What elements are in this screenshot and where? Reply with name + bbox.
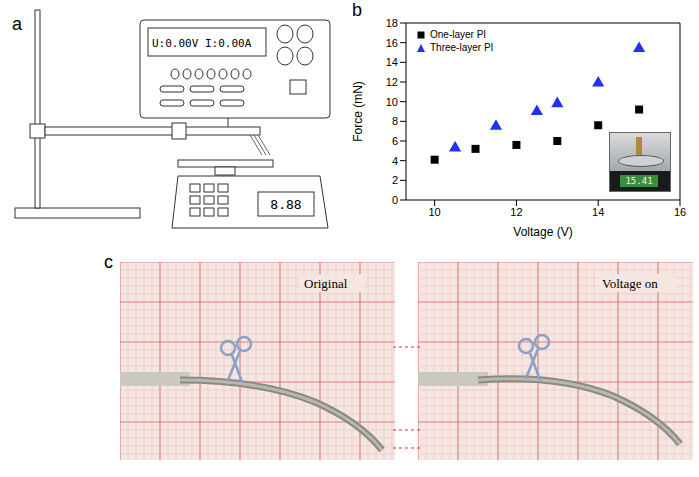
html-text:Three-layer PI: Three-layer PI bbox=[430, 42, 494, 53]
svg-text:Force (mN): Force (mN) bbox=[351, 81, 365, 142]
svg-text:4: 4 bbox=[392, 155, 398, 167]
svg-text:6: 6 bbox=[392, 135, 398, 147]
svg-text:2: 2 bbox=[392, 174, 398, 186]
svg-text:8: 8 bbox=[392, 115, 398, 127]
svg-text:18: 18 bbox=[386, 17, 398, 29]
svg-text:14: 14 bbox=[386, 56, 398, 68]
svg-text:8.88: 8.88 bbox=[270, 197, 301, 212]
svg-text:14: 14 bbox=[592, 206, 604, 218]
svg-text:16: 16 bbox=[674, 206, 686, 218]
svg-text:16: 16 bbox=[386, 37, 398, 49]
svg-text:0: 0 bbox=[392, 194, 398, 206]
svg-text:Voltage (V): Voltage (V) bbox=[513, 225, 572, 239]
svg-text:10: 10 bbox=[429, 206, 441, 218]
svg-text:a: a bbox=[12, 14, 23, 34]
html-text:15.41: 15.41 bbox=[625, 176, 653, 186]
html-text:b: b bbox=[352, 0, 362, 20]
html-text:c: c bbox=[104, 252, 113, 272]
svg-text:12: 12 bbox=[510, 206, 522, 218]
svg-text:U:0.00V I:0.00A: U:0.00V I:0.00A bbox=[152, 37, 252, 50]
svg-text:10: 10 bbox=[386, 96, 398, 108]
svg-text:Original: Original bbox=[304, 276, 348, 291]
svg-text:Voltage on: Voltage on bbox=[602, 276, 658, 291]
html-text:One-layer PI: One-layer PI bbox=[430, 29, 487, 40]
svg-text:12: 12 bbox=[386, 76, 398, 88]
